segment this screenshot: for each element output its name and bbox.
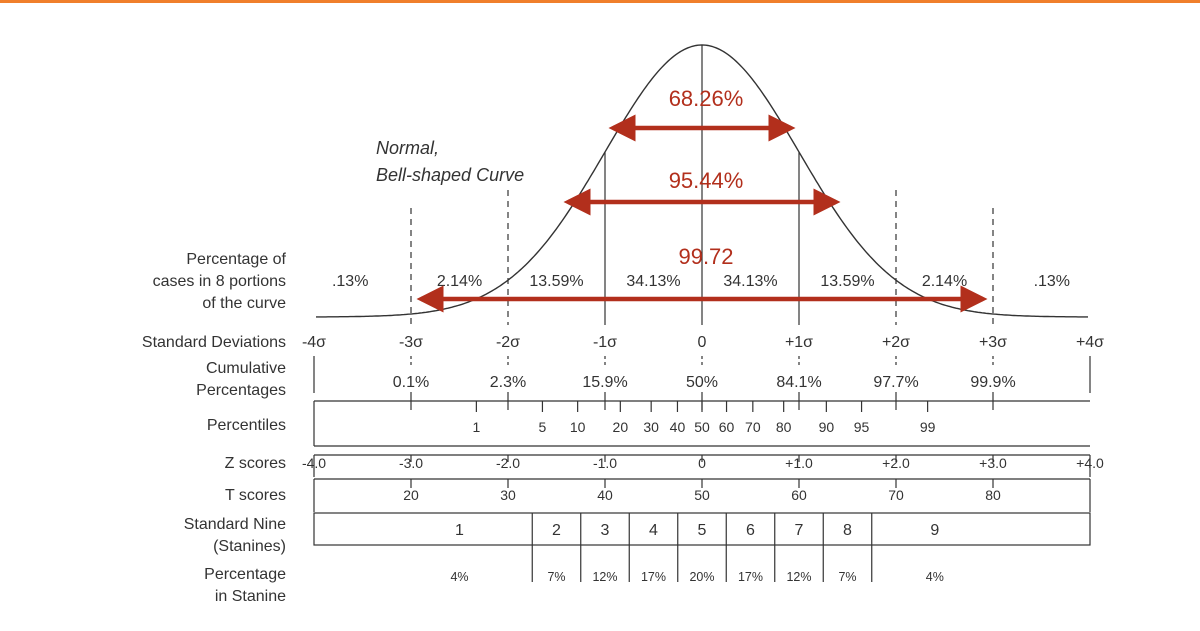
portion-value: 13.59% [529,273,583,290]
percentile-value: 50 [694,419,710,435]
sd-tick-label: -4σ [302,334,326,351]
t-score-value: 80 [985,487,1001,503]
sd-tick-label: +1σ [785,334,813,351]
stanine-value: 7 [795,522,804,539]
z-score-value: -3.0 [399,455,423,471]
percentile-value: 1 [472,419,480,435]
portion-value: 34.13% [723,273,777,290]
percentile-value: 60 [719,419,735,435]
sd-tick-label: -1σ [593,334,617,351]
sd-tick-label: +3σ [979,334,1007,351]
stanine-percent-value: 17% [738,570,763,584]
portion-value: 34.13% [626,273,680,290]
percentile-value: 10 [570,419,586,435]
curve-caption: Bell-shaped Curve [376,165,524,185]
percentile-value: 5 [539,419,547,435]
row-label-standard-deviations: Standard Deviations [142,334,286,351]
sd-tick-label: -2σ [496,334,520,351]
row-label-portions: Percentage of [186,251,286,268]
t-score-value: 30 [500,487,516,503]
z-score-value: 0 [698,455,706,471]
percentile-value: 20 [613,419,629,435]
stanine-value: 2 [552,522,561,539]
row-label-percentiles: Percentiles [207,417,286,434]
stanine-value: 3 [601,522,610,539]
percentile-value: 70 [745,419,761,435]
spread-label: 95.44% [669,168,744,193]
percentile-value: 30 [643,419,659,435]
row-label-stanines: (Stanines) [213,538,286,555]
cumulative-value: 50% [686,374,718,391]
percentile-value: 95 [854,419,870,435]
sd-tick-label: 0 [698,334,707,351]
cumulative-value: 84.1% [776,374,821,391]
z-score-value: +3.0 [979,455,1007,471]
t-score-value: 20 [403,487,419,503]
row-label-stanine-percent: Percentage [204,566,286,583]
z-score-value: -1.0 [593,455,617,471]
z-score-value: +4.0 [1076,455,1104,471]
spread-label: 99.72 [678,244,733,269]
curve-caption: Normal, [376,138,439,158]
percentile-value: 90 [819,419,835,435]
stanine-percent-value: 17% [641,570,666,584]
row-label-stanines: Standard Nine [184,516,286,533]
stanine-value: 6 [746,522,755,539]
sd-tick-label: +2σ [882,334,910,351]
stanine-value: 5 [698,522,707,539]
stanine-value: 1 [455,522,464,539]
cumulative-value: 0.1% [393,374,429,391]
diagram-labels: Normal, Bell-shaped Curve Percentage of cas… [142,138,1104,605]
row-label-t-scores: T scores [225,487,286,504]
percentile-value: 40 [670,419,686,435]
sd-tick-label: +4σ [1076,334,1104,351]
stanine-percent-value: 12% [786,570,811,584]
portion-value: 2.14% [922,273,967,290]
stanine-percent-value: 7% [547,570,565,584]
t-score-value: 40 [597,487,613,503]
row-label-cumulative: Percentages [196,382,286,399]
portion-value: .13% [332,273,368,290]
portion-value: 13.59% [820,273,874,290]
t-score-value: 70 [888,487,904,503]
stanine-percent-value: 20% [689,570,714,584]
stanine-percent-value: 4% [450,570,468,584]
cumulative-value: 99.9% [970,374,1015,391]
t-score-value: 60 [791,487,807,503]
cumulative-value: 15.9% [582,374,627,391]
z-score-value: -2.0 [496,455,520,471]
percentile-value: 99 [920,419,936,435]
row-label-portions: cases in 8 portions [153,273,286,290]
stanine-value: 8 [843,522,852,539]
cumulative-value: 97.7% [873,374,918,391]
row-label-cumulative: Cumulative [206,360,286,377]
row-label-stanine-percent: in Stanine [215,588,286,605]
stanine-value: 4 [649,522,658,539]
stanine-percent-value: 4% [926,570,944,584]
sd-tick-label: -3σ [399,334,423,351]
z-score-value: -4.0 [302,455,326,471]
row-label-z-scores: Z scores [225,455,286,472]
portion-value: .13% [1034,273,1070,290]
cumulative-value: 2.3% [490,374,526,391]
z-score-value: +1.0 [785,455,813,471]
stanine-percent-value: 12% [592,570,617,584]
spread-label: 68.26% [669,86,744,111]
z-score-value: +2.0 [882,455,910,471]
stanine-value: 9 [930,522,939,539]
row-label-portions: of the curve [202,295,286,312]
portion-value: 2.14% [437,273,482,290]
stanine-percent-value: 7% [838,570,856,584]
percentile-value: 80 [776,419,792,435]
t-score-value: 50 [694,487,710,503]
